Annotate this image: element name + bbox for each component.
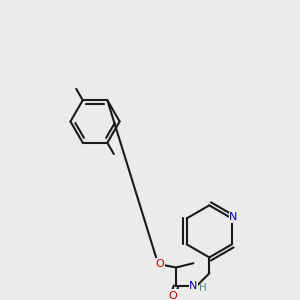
Text: O: O (156, 259, 164, 269)
Text: H: H (199, 283, 206, 293)
Text: O: O (169, 292, 178, 300)
Text: N: N (229, 212, 238, 223)
Text: N: N (189, 281, 198, 291)
